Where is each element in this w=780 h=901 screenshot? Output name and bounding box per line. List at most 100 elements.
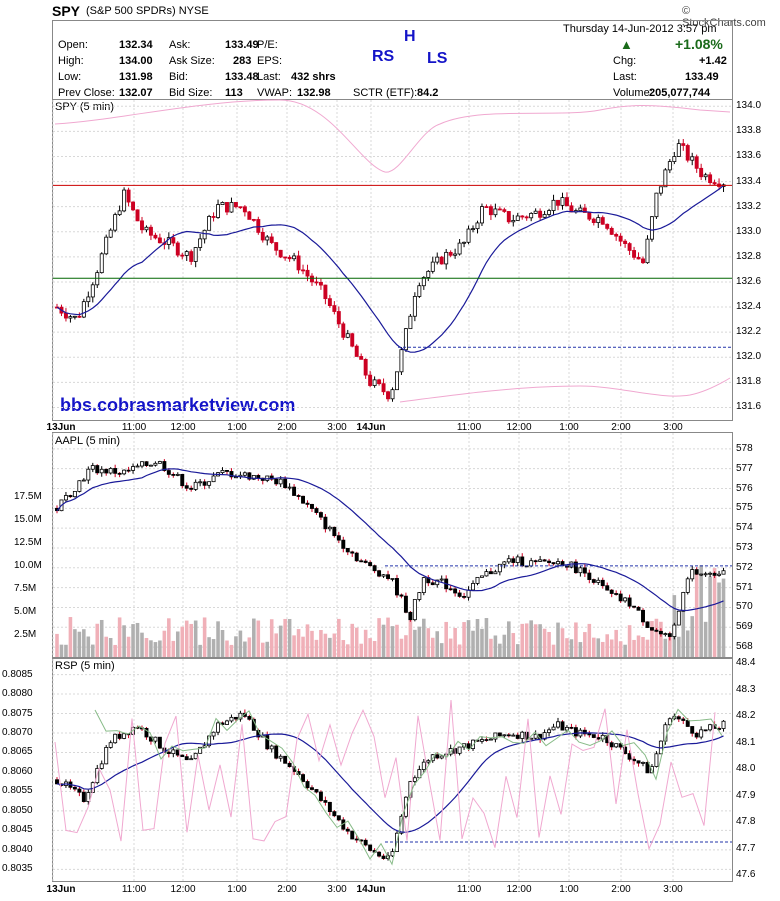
x-tick-label: 2:00 [611, 422, 631, 433]
candle-body [636, 256, 641, 260]
volume-bar [457, 644, 462, 657]
y-tick-label: 133.2 [736, 200, 762, 212]
candle-body [108, 468, 113, 474]
candle-body [703, 573, 708, 576]
candle-body [211, 475, 216, 483]
candle-body [144, 727, 149, 738]
candle-body [582, 567, 587, 574]
volume-bar [507, 621, 511, 657]
x-tick-label: 3:00 [327, 422, 347, 433]
candle-body [699, 573, 704, 576]
candle-body [72, 786, 77, 790]
candle-body [345, 333, 350, 338]
candle-body [247, 716, 252, 720]
candle-body [685, 578, 690, 593]
volume-bar [90, 644, 95, 657]
candle-body [435, 256, 440, 263]
quote-value: 134.00 [119, 55, 153, 67]
symbol: SPY [52, 3, 81, 19]
volume-bar [64, 644, 68, 657]
moving-average-line [56, 732, 724, 833]
quote-label: Low: [58, 71, 82, 83]
volume-bar [86, 636, 91, 657]
candle-body [372, 565, 377, 572]
candle-body [632, 758, 637, 762]
candle-body [305, 269, 310, 277]
candle-body [381, 383, 386, 393]
candle-body [318, 791, 323, 801]
volume-bar [274, 633, 278, 657]
candle-body [667, 161, 672, 171]
candle-body [694, 569, 699, 575]
candle-body [681, 143, 686, 146]
y-tick-label: 131.6 [736, 401, 762, 413]
candle-body [175, 474, 180, 476]
candle-body [368, 562, 373, 567]
candle-body [708, 724, 713, 731]
volume-bar [265, 641, 270, 657]
candle-body [377, 379, 382, 385]
volume-bar [354, 627, 359, 657]
volume-bar [278, 625, 283, 657]
candle-body [180, 754, 185, 758]
candle-body [278, 755, 283, 759]
candle-body [533, 210, 538, 214]
volume-bar [202, 617, 207, 657]
volume-bar [435, 631, 440, 657]
candle-body [260, 231, 265, 241]
y-tick-label: 573 [736, 541, 753, 553]
candle-body [448, 588, 453, 591]
volume-bar [238, 630, 243, 657]
candle-body [542, 559, 547, 562]
candle-body [193, 247, 198, 262]
candle-body [269, 475, 274, 480]
candle-body [269, 745, 274, 750]
quote-label: VWAP: [257, 87, 293, 99]
quote-header: SPY (S&P 500 SPDRs) NYSE © StockCharts.c… [52, 0, 766, 100]
volume-bar [511, 633, 516, 657]
candle-body [524, 216, 529, 219]
candle-body [511, 734, 516, 737]
candle-body [77, 788, 82, 793]
candle-body [703, 174, 708, 178]
volume-bar [189, 623, 193, 657]
candle-body [359, 560, 364, 563]
candle-body [645, 761, 650, 774]
pink-overlay-line [54, 99, 731, 173]
candle-body [457, 592, 462, 597]
volume-bar [475, 619, 480, 657]
volume-bar [162, 630, 167, 657]
volume-bar [68, 617, 73, 657]
candle-body [703, 729, 708, 732]
volume-bar [632, 639, 636, 657]
candle-body [556, 561, 560, 565]
volume-bar [243, 641, 247, 657]
candle-body [117, 472, 122, 475]
candle-body [466, 228, 471, 243]
candle-body [641, 609, 645, 623]
candle-body [381, 574, 386, 577]
volume-bar [283, 618, 287, 657]
quote-label: Last: [613, 71, 637, 83]
candle-body [497, 208, 502, 211]
volume-tick-label: 15.0M [14, 514, 42, 525]
candle-body [551, 726, 556, 731]
candle-body [122, 189, 127, 212]
quote-label: Ask Size: [169, 55, 215, 67]
candle-body [658, 186, 663, 194]
quote-value: 131.98 [119, 71, 153, 83]
candle-body [426, 760, 431, 763]
candle-body [596, 579, 601, 583]
y-tick-label: 132.6 [736, 275, 762, 287]
candle-body [690, 726, 695, 734]
candle-body [287, 762, 292, 768]
volume-bar [292, 635, 296, 657]
candle-body [569, 726, 574, 729]
x-tick-label: 1:00 [559, 422, 579, 433]
candle-body [99, 253, 104, 274]
candle-body [694, 732, 699, 738]
candle-body [502, 561, 507, 565]
volume-bar [256, 620, 261, 657]
y-tick-label: 132.4 [736, 301, 762, 313]
